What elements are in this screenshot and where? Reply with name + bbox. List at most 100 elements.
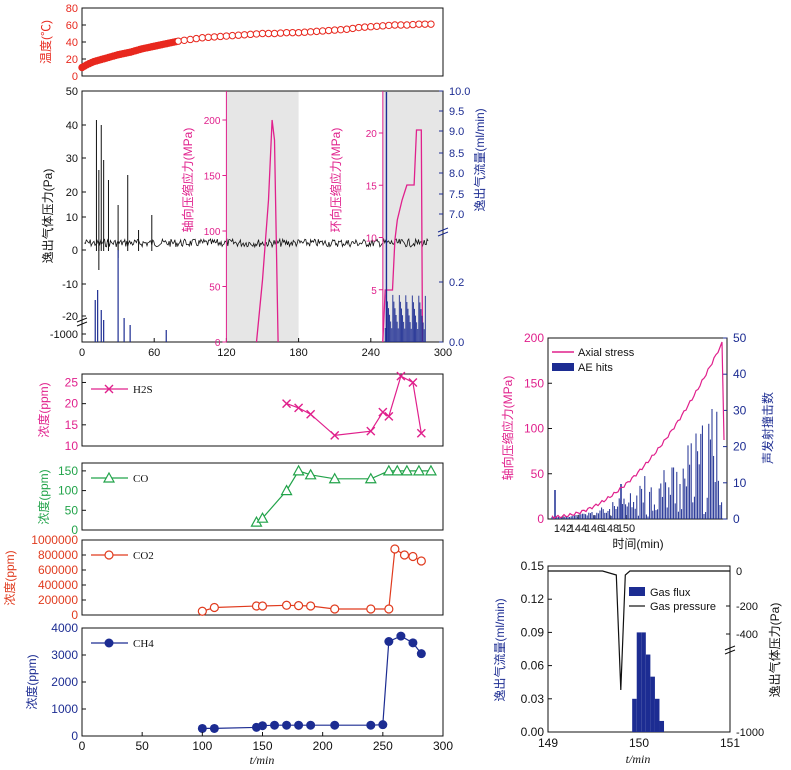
temperature-point bbox=[385, 21, 393, 30]
flow-ytick-label: 10.0 bbox=[449, 86, 470, 98]
inset-1-ytick-label: 100 bbox=[204, 227, 221, 238]
co2-point bbox=[330, 604, 340, 614]
right-axis-break-mark bbox=[437, 227, 449, 237]
flow-ytick-label: 7.0 bbox=[449, 209, 464, 221]
h2s-point bbox=[294, 403, 304, 413]
flow-ytick-label: 9.5 bbox=[449, 106, 464, 118]
gas-pressure-xtick-label: 60 bbox=[148, 347, 160, 359]
temperature-point bbox=[294, 28, 303, 37]
ch4-point bbox=[416, 649, 426, 659]
h2s-point bbox=[306, 409, 316, 419]
co2-point bbox=[366, 604, 376, 614]
co-point bbox=[256, 511, 269, 523]
flux-xtick-label: 149 bbox=[538, 736, 558, 750]
flux-bar bbox=[654, 698, 660, 732]
gas-pressure-ylabel: 逸出气体压力(Pa) bbox=[40, 169, 55, 264]
inset-2-ytick-label: 15 bbox=[366, 181, 378, 192]
inset-1-ytick-label: 0 bbox=[215, 338, 221, 349]
co2-legend-marker bbox=[104, 550, 114, 560]
ch4-point bbox=[294, 720, 304, 730]
ch4-ytick-label: 2000 bbox=[51, 675, 78, 689]
gas-pressure-ytick-label: -20 bbox=[62, 311, 78, 323]
co-point bbox=[400, 464, 413, 476]
co-legend-label: CO bbox=[133, 473, 148, 485]
temperature-point bbox=[234, 31, 243, 39]
axial-ytick-label: 100 bbox=[524, 422, 544, 436]
gas-pressure-ytick-label: 50 bbox=[66, 86, 78, 98]
gas-pressure-ytick-label: 30 bbox=[66, 153, 78, 165]
h2s-point bbox=[282, 399, 292, 409]
flux-bar bbox=[659, 720, 665, 732]
temperature-point bbox=[282, 28, 291, 37]
shaded-region bbox=[226, 91, 299, 342]
flux-ytick-label: 0.03 bbox=[521, 692, 545, 706]
h2s-ytick-label: 15 bbox=[65, 418, 79, 432]
ch4-xtick-label: 100 bbox=[192, 739, 212, 753]
co-ytick-label: 50 bbox=[65, 503, 79, 517]
x-axis-title: t/min bbox=[250, 753, 275, 767]
axial-xtick-label: 146 bbox=[585, 523, 603, 535]
flow-ylabel: 逸出气流量(ml/min) bbox=[472, 108, 487, 211]
h2s-line bbox=[286, 375, 422, 437]
ch4-ylabel: 浓度(ppm) bbox=[24, 654, 39, 709]
temperature-point bbox=[240, 31, 249, 39]
temperature-point bbox=[367, 23, 375, 31]
co-frame bbox=[81, 462, 444, 531]
co-legend-marker bbox=[102, 471, 116, 483]
co2-ytick-label: 1000000 bbox=[31, 533, 78, 547]
ch4-point bbox=[306, 720, 316, 730]
flux-bar bbox=[632, 698, 637, 732]
axial-legend-label: Axial stress bbox=[578, 347, 635, 359]
flux-ytick-label: 0.06 bbox=[521, 659, 545, 673]
inset-1-ytick-label: 50 bbox=[209, 283, 221, 294]
ch4-point bbox=[396, 631, 406, 641]
co2-ytick-label: 400000 bbox=[38, 578, 78, 592]
co-point bbox=[382, 464, 395, 476]
ch4-xtick-label: 50 bbox=[135, 739, 149, 753]
flow-ytick-label: 0.2 bbox=[449, 277, 464, 289]
inset-2-ylabel: 环向压缩应力(MPa) bbox=[328, 128, 343, 233]
h2s-point bbox=[330, 430, 340, 440]
flow-ytick-label: 8.0 bbox=[449, 168, 464, 180]
temperature-point bbox=[276, 29, 285, 37]
ch4-ytick-label: 4000 bbox=[51, 621, 78, 635]
ae-ytick-label: 40 bbox=[733, 367, 747, 381]
gp-ytick-label: -200 bbox=[736, 601, 758, 613]
gp-ytick-label: 0 bbox=[736, 566, 742, 578]
temperature-point bbox=[373, 22, 381, 30]
temperature-point bbox=[403, 21, 411, 29]
ae-legend-swatch bbox=[552, 363, 574, 371]
temperature-point bbox=[427, 20, 435, 28]
time-label: 时间(min) bbox=[612, 537, 663, 551]
ae-ytick-label: 20 bbox=[733, 440, 747, 454]
co2-point bbox=[294, 601, 304, 611]
temperature-point bbox=[415, 20, 423, 28]
flow-ytick-label: 9.0 bbox=[449, 126, 464, 138]
co2-point bbox=[281, 600, 292, 610]
h2s-legend-marker bbox=[104, 384, 114, 394]
co-ylabel: 浓度(ppm) bbox=[36, 469, 51, 524]
gas-pressure-curve bbox=[548, 570, 730, 691]
ch4-point bbox=[209, 723, 219, 733]
ch4-point bbox=[270, 720, 280, 730]
co2-point bbox=[384, 604, 394, 614]
flux-bar bbox=[645, 654, 651, 732]
gp-legend-label: Gas pressure bbox=[650, 601, 716, 613]
temperature-point bbox=[421, 20, 429, 28]
h2s-ytick-label: 10 bbox=[65, 439, 79, 453]
co-line bbox=[256, 470, 431, 523]
temperature-point bbox=[361, 23, 369, 31]
temperature-ylabel: 温度(℃) bbox=[38, 20, 53, 64]
temperature-point bbox=[264, 29, 273, 38]
temperature-point bbox=[258, 29, 267, 38]
gas-pressure-xtick-label: 300 bbox=[434, 347, 452, 359]
flux-ytick-label: 0.00 bbox=[521, 725, 545, 739]
temperature-point bbox=[270, 29, 279, 38]
ch4-line bbox=[202, 635, 422, 729]
ch4-xtick-label: 300 bbox=[433, 739, 453, 753]
main-layer: 020406080温度(℃)50403020100-10-20-1000逸出气体… bbox=[2, 3, 782, 767]
co2-point bbox=[408, 551, 418, 562]
co2-ylabel: 浓度(ppm) bbox=[2, 550, 17, 605]
gp-axis-break-mark bbox=[724, 645, 736, 655]
ch4-point bbox=[378, 720, 388, 730]
